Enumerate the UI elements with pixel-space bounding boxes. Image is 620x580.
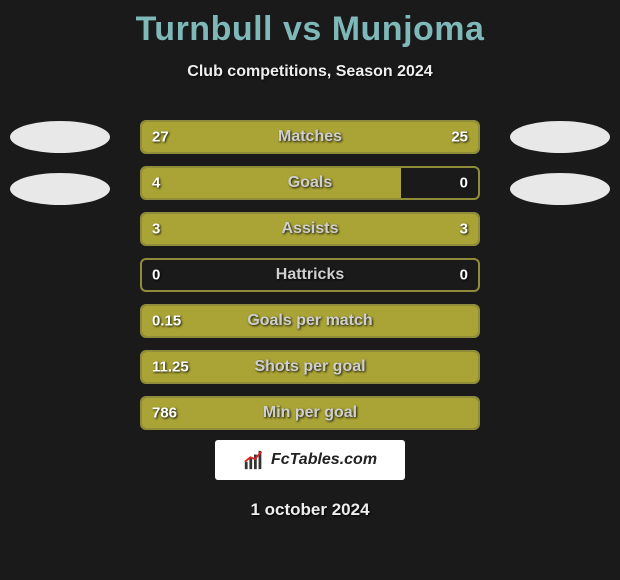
chart-bars-icon <box>243 449 265 471</box>
stat-value-right: 25 <box>451 129 468 146</box>
stat-value-right: 3 <box>460 221 468 238</box>
stat-row: 786 Min per goal <box>140 396 480 430</box>
stat-value-left: 786 <box>152 405 177 422</box>
footer-date: 1 october 2024 <box>250 500 369 520</box>
stat-value-left: 3 <box>152 221 160 238</box>
page-title: Turnbull vs Munjoma <box>0 0 620 49</box>
watermark-badge: FcTables.com <box>215 440 405 480</box>
watermark-text: FcTables.com <box>271 451 377 469</box>
stat-value-left: 0 <box>152 267 160 284</box>
page-subtitle: Club competitions, Season 2024 <box>0 63 620 81</box>
stat-row: 0.15 Goals per match <box>140 304 480 338</box>
player-left-avatar-2 <box>10 173 110 205</box>
player-right-avatar-1 <box>510 121 610 153</box>
stat-value-right: 0 <box>460 267 468 284</box>
stat-value-left: 4 <box>152 175 160 192</box>
stat-label: Min per goal <box>263 404 357 422</box>
player-right-avatar-2 <box>510 173 610 205</box>
stat-row: 0 0 Hattricks <box>140 258 480 292</box>
player-left-avatar-1 <box>10 121 110 153</box>
stat-row: 3 3 Assists <box>140 212 480 246</box>
comparison-chart: 27 25 Matches 4 0 Goals 3 3 Assists 0 0 Hattricks 0.… <box>140 120 480 442</box>
stat-row: 27 25 Matches <box>140 120 480 154</box>
stat-value-left: 27 <box>152 129 169 146</box>
stat-value-left: 0.15 <box>152 313 181 330</box>
stat-label: Assists <box>282 220 339 238</box>
stat-value-left: 11.25 <box>152 359 189 376</box>
stat-value-right: 0 <box>460 175 468 192</box>
stat-label: Goals per match <box>247 312 372 330</box>
stat-label: Matches <box>278 128 342 146</box>
stat-row: 4 0 Goals <box>140 166 480 200</box>
stat-fill-left <box>142 168 401 198</box>
stat-label: Goals <box>288 174 332 192</box>
stat-row: 11.25 Shots per goal <box>140 350 480 384</box>
stat-label: Hattricks <box>276 266 344 284</box>
stat-label: Shots per goal <box>254 358 365 376</box>
